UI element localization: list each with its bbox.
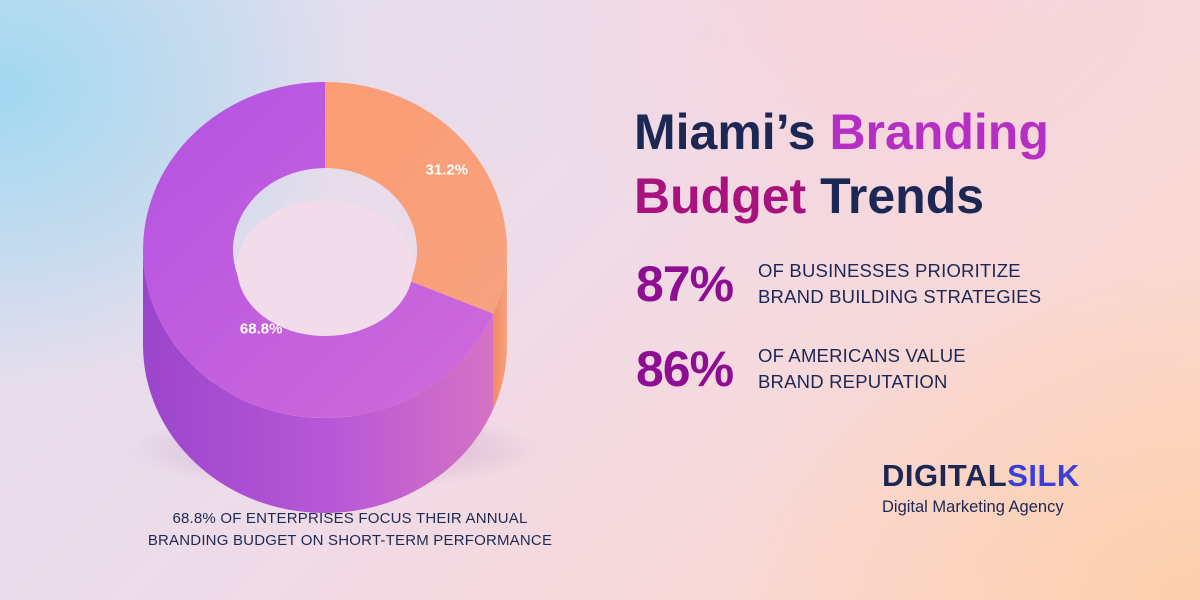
stat-businesses: 87% OF BUSINESSES PRIORITIZE BRAND BUILD… [636,255,1176,313]
stat-value: 87% [636,256,734,312]
donut-labels: 31.2% 68.8% [240,161,468,337]
donut-hole [237,200,413,336]
donut-slice [142,82,494,418]
donut-sides [143,250,507,513]
donut-top [142,82,508,418]
page-title: Miami’s Branding Budget Trends [634,100,1174,228]
title-word-trends: Trends [820,168,985,224]
donut-side-slice [143,250,494,513]
brand-logo: DIGITALSILK Digital Marketing Agency [882,458,1080,517]
title-line-1: Miami’s Branding [634,100,1174,164]
brand-name-digital: DIGITAL [882,458,1008,493]
stat-desc-line-2: BRAND REPUTATION [758,371,948,392]
stat-value: 86% [636,341,734,397]
chart-caption: 68.8% OF ENTERPRISES FOCUS THEIR ANNUAL … [130,508,570,552]
slice-label: 31.2% [426,161,469,178]
stat-description: OF AMERICANS VALUE BRAND REPUTATION [758,343,966,395]
title-word-budget: Budget [634,168,807,224]
stat-description: OF BUSINESSES PRIORITIZE BRAND BUILDING … [758,258,1041,310]
title-word-miami: Miami’s [634,104,816,160]
donut-side-slice [493,250,507,409]
brand-name: DIGITALSILK [882,458,1080,494]
stat-americans: 86% OF AMERICANS VALUE BRAND REPUTATION [636,340,1176,398]
stat-desc-line-1: OF BUSINESSES PRIORITIZE [758,260,1021,281]
brand-tagline: Digital Marketing Agency [882,498,1064,516]
caption-line-1: 68.8% OF ENTERPRISES FOCUS THEIR ANNUAL [172,510,528,527]
title-word-branding: Branding [829,104,1049,160]
caption-line-2: BRANDING BUDGET ON SHORT-TERM PERFORMANC… [147,532,553,549]
stat-desc-line-2: BRAND BUILDING STRATEGIES [758,286,1042,307]
donut-slice [325,82,508,314]
title-line-2: Budget Trends [634,164,1174,228]
slice-label: 68.8% [240,321,283,338]
stat-desc-line-1: OF AMERICANS VALUE [758,345,966,366]
brand-name-silk: SILK [1007,458,1080,493]
donut-chart: 31.2% 68.8% [125,82,545,513]
